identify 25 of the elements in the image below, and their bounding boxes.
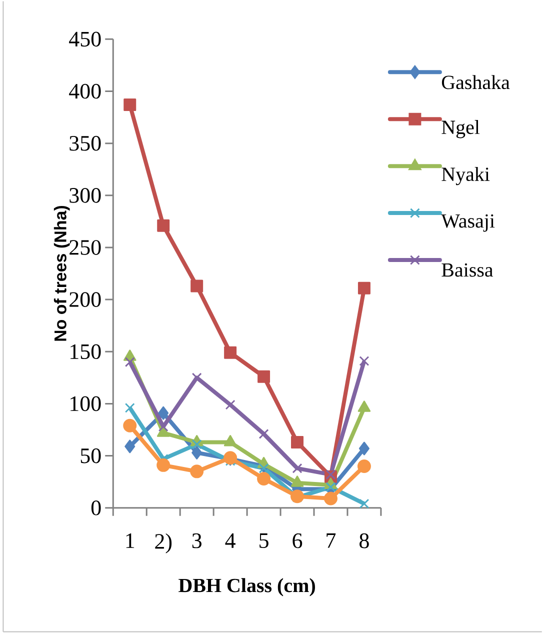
x-tick-label: 4 [225, 533, 236, 548]
x-axis-title: DBH Class (cm) [178, 578, 315, 596]
x-tick-label: 5 [260, 533, 268, 548]
legend-label: Ngel [442, 120, 480, 138]
y-axis-title: No of trees (Nha) [54, 206, 70, 341]
legend-label: Gashaka [442, 75, 510, 90]
y-tick-label: 450 [69, 32, 101, 47]
y-tick-label: 350 [70, 136, 101, 151]
x-tick-label: 8 [360, 533, 369, 548]
x-tick-label: 2) [155, 533, 172, 554]
legend-label: Baissa [442, 263, 494, 277]
x-tick-label: 3 [192, 533, 202, 548]
y-tick-label: 300 [70, 188, 101, 203]
x-tick-label: 7 [326, 533, 336, 548]
y-tick-label: 200 [70, 292, 101, 307]
y-tick-label: 0 [91, 500, 101, 516]
legend-label: Nyaki [442, 166, 490, 186]
y-tick-label: 150 [70, 344, 101, 360]
y-tick-label: 400 [69, 84, 101, 99]
y-tick-label: 50 [80, 448, 101, 464]
x-tick-label: 1 [126, 533, 134, 548]
legend-label: Wasaji [441, 214, 495, 232]
x-tick-label: 6 [292, 533, 302, 548]
y-tick-label: 250 [70, 240, 101, 255]
y-tick-label: 100 [70, 396, 101, 412]
